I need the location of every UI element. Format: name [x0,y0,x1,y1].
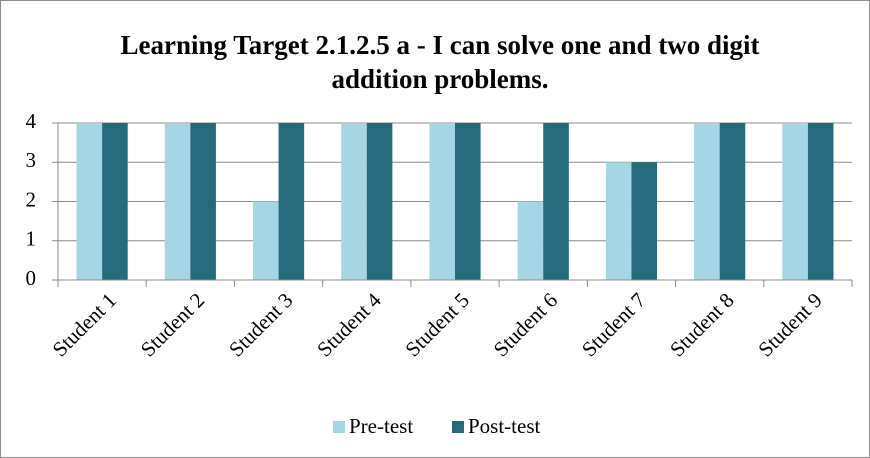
bar [694,123,720,280]
bar [543,123,569,280]
x-tick-label: Student 1 [48,288,121,361]
legend-label: Post-test [468,414,541,438]
bar [102,123,128,280]
chart-title: Learning Target 2.1.2.5 a - I can solve … [120,30,760,94]
x-tick-label: Student 4 [312,288,386,362]
legend-swatch [333,421,345,433]
bar [631,162,658,280]
x-tick-label: Student 5 [400,288,473,361]
x-tick-label: Student 7 [577,288,650,361]
legend-label: Pre-test [349,414,413,438]
y-tick-label: 0 [26,266,37,290]
bar [517,201,544,280]
bar [341,123,367,280]
bar [782,123,808,280]
x-tick-label: Student 6 [489,288,562,361]
bar [605,162,632,280]
bar [429,123,455,280]
x-tick-label: Student 8 [665,288,738,361]
bar [455,123,481,280]
y-tick-label: 3 [26,148,37,172]
bar [807,123,834,280]
y-tick-label: 2 [26,187,37,211]
bar [366,123,393,280]
x-tick-label: Student 3 [224,288,297,361]
bar [76,123,103,280]
x-tick-label: Student 2 [136,288,209,361]
bar [278,123,305,280]
y-tick-label: 1 [26,227,37,251]
bar [190,123,216,280]
legend-swatch [452,421,464,433]
x-tick-label: Student 9 [753,288,826,361]
y-tick-label: 4 [26,109,37,133]
bar [164,123,191,280]
bar [252,201,279,280]
bar [719,123,746,280]
